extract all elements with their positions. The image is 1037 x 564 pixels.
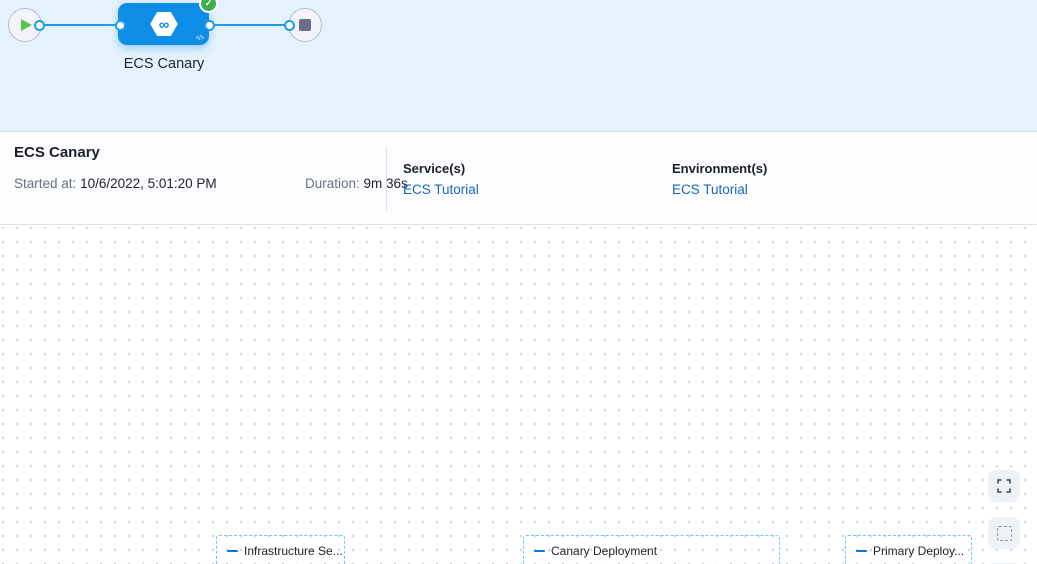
stage-node-ecs-canary[interactable]: ✓ ∞ </> [118,3,209,45]
group-header: Infrastructure Se... [227,544,343,558]
services-label: Service(s) [403,161,465,176]
edge-line [39,24,120,26]
execution-graph-canvas[interactable]: Infrastructure Se... Canary Deployment P… [0,225,1037,564]
step-group-canary-deployment: Canary Deployment [523,535,780,564]
environments-link[interactable]: ECS Tutorial [672,182,748,197]
connector-port [284,20,295,31]
group-label: Primary Deploy... [873,544,964,558]
group-header: Canary Deployment [534,544,657,558]
fullscreen-icon [996,478,1012,494]
group-label: Canary Deployment [551,544,657,558]
harness-cd-hexagon-icon: ∞ [147,7,181,41]
collapse-group-icon[interactable] [227,550,238,553]
fit-to-screen-button[interactable] [988,470,1020,502]
collapse-group-icon[interactable] [856,550,867,553]
step-group-infrastructure: Infrastructure Se... [216,535,345,564]
success-check-icon: ✓ [201,0,216,11]
started-at-value: 10/6/2022, 5:01:20 PM [80,176,217,191]
services-link[interactable]: ECS Tutorial [403,182,479,197]
started-at-label: Started at: [14,176,76,191]
stage-graph-panel: ✓ ∞ </> ECS Canary [0,0,1037,131]
group-label: Infrastructure Se... [244,544,343,558]
stage-node-label: ECS Canary [103,56,225,72]
environments-label: Environment(s) [672,161,767,176]
stop-icon [299,19,311,31]
connector-port [204,20,215,31]
play-icon [21,19,32,31]
step-group-primary-deployment: Primary Deploy... [845,535,972,564]
code-glyph-icon: </> [195,35,204,42]
divider [386,146,387,210]
duration: Duration: 9m 36s [305,176,408,191]
group-header: Primary Deploy... [856,544,964,558]
pipeline-execution-view: ✓ ∞ </> ECS Canary ECS Canary Started at… [0,0,1037,564]
page-title: ECS Canary [14,144,100,161]
connector-port [115,20,126,31]
marquee-select-icon [997,526,1012,541]
duration-label: Duration: [305,176,360,191]
reset-selection-button[interactable] [988,517,1020,549]
collapse-group-icon[interactable] [534,550,545,553]
started-at: Started at: 10/6/2022, 5:01:20 PM [14,176,217,191]
connector-port [34,20,45,31]
execution-info-bar: ECS Canary Started at: 10/6/2022, 5:01:2… [0,131,1037,225]
infinity-glyph: ∞ [158,17,169,33]
edge-line [209,24,289,26]
